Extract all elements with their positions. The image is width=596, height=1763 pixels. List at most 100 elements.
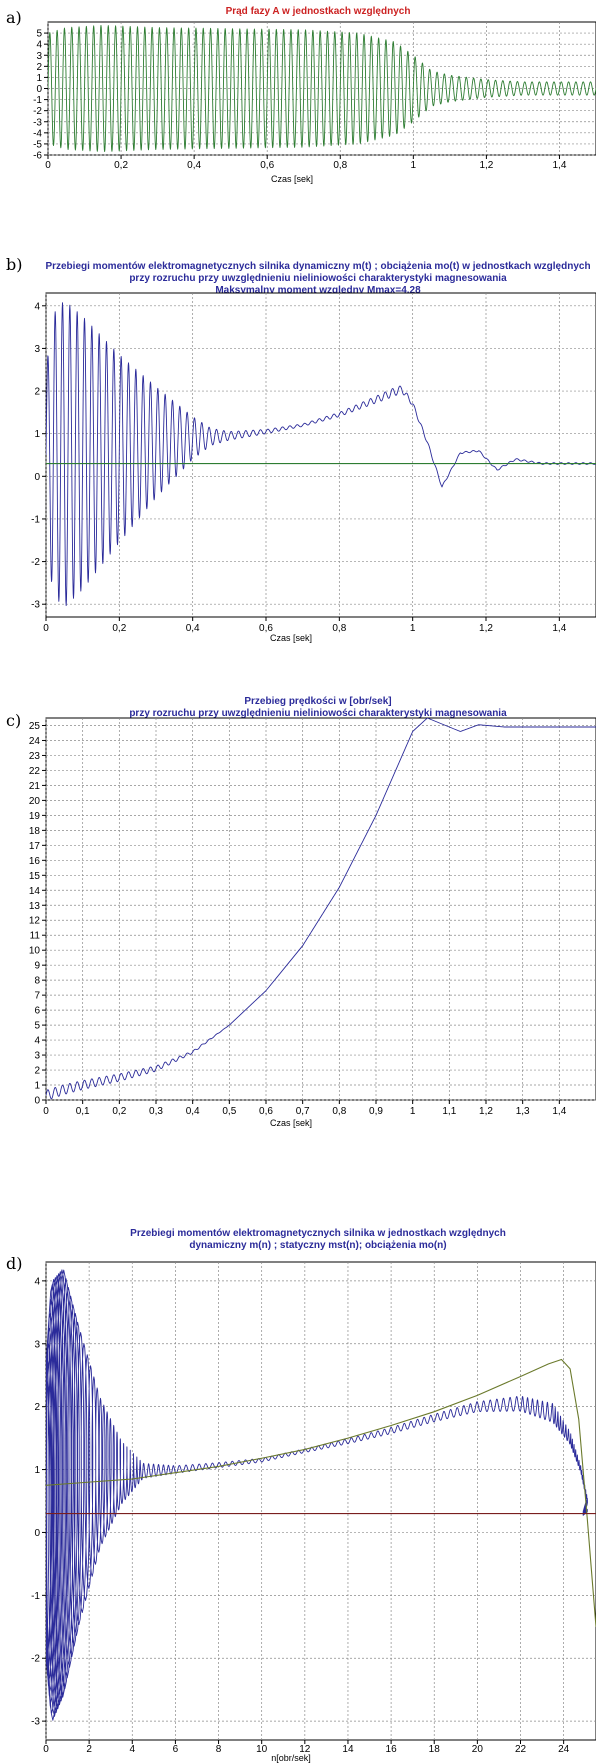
series-group-c bbox=[46, 718, 596, 1100]
y-tick-label: 21 bbox=[29, 781, 41, 792]
y-tick-label: -5 bbox=[33, 139, 42, 150]
plot-area-b bbox=[45, 292, 596, 618]
y-tick-label: 4 bbox=[34, 1276, 40, 1287]
series-group-a bbox=[48, 24, 596, 153]
y-tick-label: 3 bbox=[36, 51, 42, 62]
y-tick-label: 18 bbox=[29, 826, 41, 837]
y-tick-label: -3 bbox=[31, 600, 40, 611]
tick-labels-b: 0 0,2 0,4 0,6 0,8 1 1,2 1,4 -3 -2 -1 0 1 2 3 4 bbox=[31, 301, 567, 634]
y-tick-label: 8 bbox=[34, 976, 40, 987]
y-tick-label: 13 bbox=[29, 901, 41, 912]
x-tick-label: 0,6 bbox=[259, 623, 273, 634]
x-tick-label: 0,2 bbox=[112, 1106, 126, 1117]
y-tick-label: 5 bbox=[36, 29, 42, 40]
tick-labels-c: 0 0,1 0,2 0,3 0,4 0,5 0,6 0,7 0,8 0,9 1 1,1 1,2 1,3 1,… bbox=[29, 721, 567, 1117]
y-tick-label: 4 bbox=[36, 40, 42, 51]
x-tick-label: 1,2 bbox=[479, 1106, 493, 1117]
x-tick-label: 0,8 bbox=[333, 160, 347, 171]
y-tick-label: 24 bbox=[29, 736, 41, 747]
y-tick-label: 23 bbox=[29, 751, 41, 762]
y-tick-label: -2 bbox=[31, 557, 40, 568]
y-tick-label: 1 bbox=[34, 1081, 40, 1092]
y-tick-label: 2 bbox=[36, 62, 42, 73]
series-line-b-1 bbox=[46, 302, 596, 607]
x-tick-label: 6 bbox=[173, 1744, 179, 1755]
y-tick-label: 6 bbox=[34, 1006, 40, 1017]
y-tick-label: -2 bbox=[33, 106, 42, 117]
y-tick-label: 25 bbox=[29, 721, 41, 732]
chart-c: 0 0,1 0,2 0,3 0,4 0,5 0,6 0,7 0,8 0,9 1 1,1 1,2 1,3 1,… bbox=[29, 717, 596, 1128]
panel-a: a) Prąd fazy A w jednostkach względnych … bbox=[0, 0, 596, 200]
series-line-d-2 bbox=[46, 1358, 596, 1627]
x-tick-label: 1,2 bbox=[479, 623, 493, 634]
x-tick-label: 18 bbox=[429, 1744, 441, 1755]
chart-title-c: Przebieg prędkości w [obr/sek] przy rozr… bbox=[40, 696, 596, 720]
panel-label-a: a) bbox=[6, 8, 22, 27]
x-tick-label: 0,8 bbox=[332, 623, 346, 634]
series-line-a-1 bbox=[48, 24, 596, 153]
y-tick-label: -1 bbox=[33, 95, 42, 106]
x-tick-label: 0,3 bbox=[149, 1106, 163, 1117]
chart-title-c-line-1: Przebieg prędkości w [obr/sek] bbox=[244, 696, 392, 707]
chart-title-b-line-2: przy rozruchu przy uwzględnieniu nielini… bbox=[129, 273, 507, 284]
y-tick-label: 10 bbox=[29, 946, 41, 957]
x-tick-label: 1,4 bbox=[552, 1106, 566, 1117]
panel-d: d) Przebiegi momentów elektromagnetyczny… bbox=[0, 1228, 596, 1763]
x-tick-label: 1 bbox=[410, 1106, 416, 1117]
y-tick-label: -1 bbox=[31, 1591, 40, 1602]
x-tick-label: 0 bbox=[43, 623, 49, 634]
y-tick-label: 9 bbox=[34, 961, 40, 972]
series-line-c-1 bbox=[46, 718, 596, 1100]
plot-area-c bbox=[45, 717, 596, 1101]
y-tick-label: 2 bbox=[34, 1066, 40, 1077]
x-tick-label: 1 bbox=[410, 623, 416, 634]
x-tick-label: 0,4 bbox=[186, 623, 200, 634]
chart-title-a: Prąd fazy A w jednostkach względnych bbox=[40, 6, 596, 18]
y-tick-label: 4 bbox=[34, 1036, 40, 1047]
panel-label-c: c) bbox=[6, 711, 22, 730]
x-axis-label-a: Czas [sek] bbox=[271, 174, 313, 184]
x-tick-label: 1,3 bbox=[516, 1106, 530, 1117]
x-tick-label: 4 bbox=[129, 1744, 135, 1755]
x-tick-label: 0 bbox=[45, 160, 51, 171]
x-tick-label: 12 bbox=[299, 1744, 311, 1755]
y-tick-label: -1 bbox=[31, 514, 40, 525]
x-tick-label: 0,6 bbox=[259, 1106, 273, 1117]
y-tick-label: 4 bbox=[34, 301, 40, 312]
y-tick-label: 3 bbox=[34, 1051, 40, 1062]
x-tick-label: 1,4 bbox=[552, 623, 566, 634]
x-tick-label: 0,6 bbox=[260, 160, 274, 171]
chart-title-c-line-2: przy rozruchu przy uwzględnieniu nielini… bbox=[129, 708, 507, 719]
x-tick-label: 0 bbox=[43, 1106, 49, 1117]
y-tick-label: -3 bbox=[31, 1717, 40, 1728]
y-tick-label: 14 bbox=[29, 886, 41, 897]
y-tick-label: 2 bbox=[34, 387, 40, 398]
y-tick-label: 16 bbox=[29, 856, 41, 867]
x-tick-label: 0,2 bbox=[114, 160, 128, 171]
chart-title-b: Przebiegi momentów elektromagnetycznych … bbox=[40, 261, 596, 297]
y-tick-label: 15 bbox=[29, 871, 41, 882]
y-tick-label: 17 bbox=[29, 841, 41, 852]
x-tick-label: 22 bbox=[515, 1744, 527, 1755]
y-tick-label: 3 bbox=[34, 344, 40, 355]
x-tick-label: 2 bbox=[86, 1744, 92, 1755]
y-tick-label: -6 bbox=[33, 151, 42, 162]
panel-label-b: b) bbox=[6, 255, 23, 274]
x-tick-label: 1 bbox=[411, 160, 417, 171]
panel-c: c) Przebieg prędkości w [obr/sek] przy r… bbox=[0, 690, 596, 1160]
y-tick-label: 0 bbox=[34, 1528, 40, 1539]
y-tick-label: 5 bbox=[34, 1021, 40, 1032]
panel-b: b) Przebiegi momentów elektromagnetyczny… bbox=[0, 255, 596, 650]
series-group-b bbox=[46, 302, 596, 607]
y-tick-label: 20 bbox=[29, 796, 41, 807]
y-tick-label: 12 bbox=[29, 916, 41, 927]
y-tick-label: 1 bbox=[34, 1465, 40, 1476]
y-tick-label: 19 bbox=[29, 811, 41, 822]
chart-title-d-line-2: dynamiczny m(n) ; statyczny mst(n); obci… bbox=[189, 1240, 447, 1251]
x-tick-label: 0,2 bbox=[112, 623, 126, 634]
x-tick-label: 24 bbox=[558, 1744, 570, 1755]
y-tick-label: -3 bbox=[33, 117, 42, 128]
x-tick-label: 20 bbox=[472, 1744, 484, 1755]
